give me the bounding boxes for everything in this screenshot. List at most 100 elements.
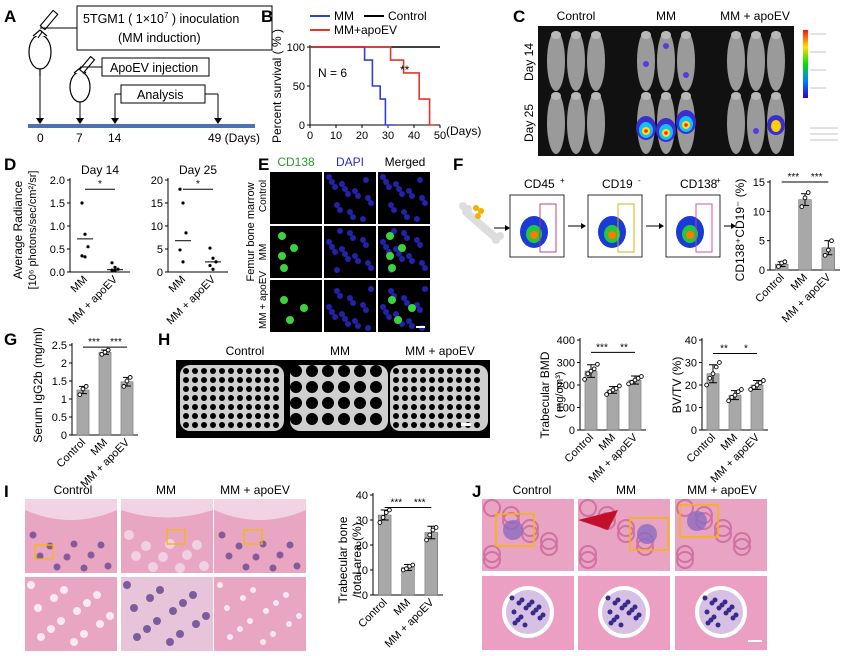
y-tick-label: 0.5 <box>52 412 67 424</box>
nucleus <box>409 323 415 329</box>
trabecular-pore <box>183 395 189 401</box>
cd138-cell <box>386 232 394 240</box>
row-label-day25: Day 25 <box>522 104 536 142</box>
cell-cluster <box>47 625 55 633</box>
significance-label: *** <box>596 342 608 353</box>
significance-label: ** <box>620 342 628 353</box>
timeline-tick-7: 7 <box>76 131 83 145</box>
side-label-femur: Femur bone marrow <box>245 182 257 281</box>
nucleus <box>417 177 423 183</box>
trabecular-pore <box>228 404 234 410</box>
trabecular-pore <box>402 368 408 374</box>
cell-cluster <box>179 599 187 607</box>
nucleus <box>519 597 525 603</box>
trabecular-pore <box>402 404 408 410</box>
panel-f-letter: F <box>453 155 463 174</box>
panel-c: C Control MM MM + apoEV Day 14 Day 25 <box>513 7 838 156</box>
mouse-icon <box>69 67 91 103</box>
trabecular-pore <box>237 413 243 419</box>
trabecular-pore <box>438 404 444 410</box>
marrow-cluster <box>158 552 168 562</box>
mouse-head <box>731 31 741 39</box>
mouse-head <box>661 92 671 100</box>
trabecular-pore <box>420 404 426 410</box>
cell-cluster <box>27 581 35 589</box>
trabecular-pore <box>456 413 462 419</box>
x-tick-label: 30 <box>382 130 394 142</box>
cd138-cell <box>398 244 406 252</box>
cell-cluster <box>70 638 78 646</box>
gate-label-cd45: CD45 <box>524 177 555 191</box>
trabecular-pore <box>438 422 444 428</box>
flow-gate <box>539 203 557 253</box>
panel-i: I Control MM MM + apoEV Trabecular bone … <box>4 482 443 651</box>
trabecular-pore <box>183 404 189 410</box>
survival-curve-mm-apoev <box>310 46 435 126</box>
row-label-apoev: MM + apoEV <box>258 271 269 329</box>
mouse-silhouette <box>727 92 745 154</box>
tubule <box>579 551 597 569</box>
significance-label: *** <box>414 498 426 509</box>
trabecular-pore <box>183 386 189 392</box>
trabecular-pore <box>474 386 480 392</box>
cd138-cell <box>394 316 402 324</box>
nucleus <box>332 184 338 190</box>
trabecular-pore <box>201 386 207 392</box>
nucleus <box>712 597 718 603</box>
col-label-apoev: MM + apoEV <box>405 344 475 358</box>
timeline-tick-0: 0 <box>37 131 44 145</box>
if-image-tile <box>270 280 322 332</box>
trabecular-pore <box>370 381 382 393</box>
trabecular-pore <box>219 368 225 374</box>
nucleus <box>529 599 535 605</box>
col-label-mm: MM <box>330 344 350 358</box>
glomerulus-zoom <box>502 586 554 638</box>
trabecular-pore <box>402 422 408 428</box>
trabecular-pore <box>228 413 234 419</box>
nucleus <box>404 235 410 241</box>
data-point <box>748 387 753 392</box>
nucleus <box>518 614 524 620</box>
data-point <box>430 527 436 533</box>
panel-f-ylabel: CD138⁺CD19⁻ (%) <box>733 179 747 282</box>
trabecular-pore <box>474 368 480 374</box>
mouse-silhouette <box>567 92 585 154</box>
mouse-silhouette <box>587 92 605 154</box>
trabecular-pore <box>322 413 334 425</box>
nucleus <box>329 244 335 250</box>
mouse-silhouette <box>747 31 765 91</box>
cell-cluster <box>156 586 164 594</box>
trabecular-pore <box>228 422 234 428</box>
nucleus <box>326 304 332 310</box>
nucleus <box>509 595 515 601</box>
panel-b: B Percent survival ( % ) 0 50 100 0 10 20 30 40… <box>261 7 481 143</box>
nucleus <box>614 614 620 620</box>
significance-label: *** <box>787 172 799 183</box>
nucleus <box>409 258 415 264</box>
nucleus <box>380 174 386 180</box>
cd138-cell <box>280 264 288 272</box>
marrow-cluster <box>218 531 226 539</box>
data-point <box>802 195 808 201</box>
marrow-cluster <box>53 563 61 571</box>
y-tick-label: 50 <box>293 81 305 93</box>
nucleus <box>360 302 366 308</box>
panel-h-bmd-ylabel-2: ( mg/cm³) <box>554 371 566 418</box>
marrow-cluster <box>36 552 44 560</box>
mouse-silhouette <box>747 92 765 154</box>
nucleus <box>355 258 361 264</box>
roi-box <box>679 504 719 538</box>
roi-box <box>495 513 535 547</box>
trabecular-pore <box>456 368 462 374</box>
nucleus <box>368 286 374 292</box>
cell-cluster <box>192 620 200 628</box>
marrow-cluster <box>148 562 158 572</box>
nucleus <box>417 242 423 248</box>
data-point <box>754 382 760 388</box>
data-point <box>211 256 215 260</box>
trabecular-pore <box>438 368 444 374</box>
flow-arrowhead <box>581 223 586 229</box>
